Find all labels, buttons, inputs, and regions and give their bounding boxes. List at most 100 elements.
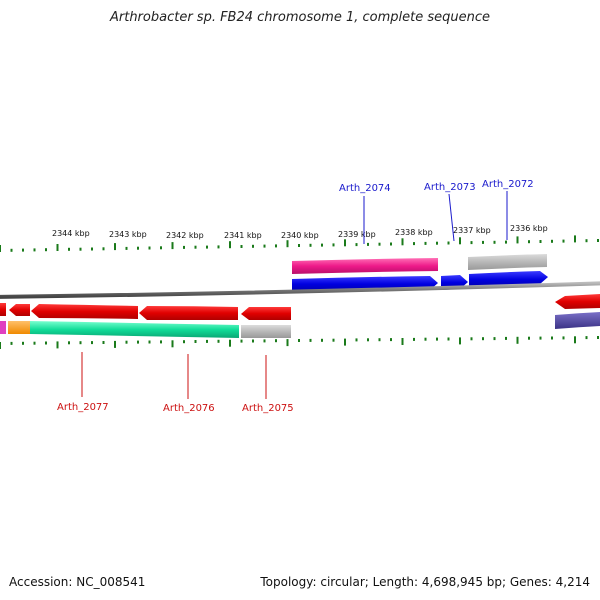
minor-tick <box>482 337 484 341</box>
minor-tick <box>413 242 415 246</box>
scale-label-2344: 2344 kbp <box>52 229 90 238</box>
gene-label-arth-2075[interactable]: Arth_2075 <box>242 403 294 414</box>
major-tick <box>344 338 346 346</box>
scale-label-2342: 2342 kbp <box>166 231 204 240</box>
minor-tick <box>91 341 93 345</box>
leader-line-2073 <box>448 193 455 242</box>
chromosome-backbone <box>0 281 600 299</box>
gene-feature-gray-top[interactable] <box>468 254 547 270</box>
gene-feature-purple-right[interactable] <box>555 312 600 329</box>
minor-tick <box>493 240 496 244</box>
minor-tick <box>355 243 358 247</box>
minor-tick <box>528 336 530 340</box>
minor-tick <box>79 341 82 345</box>
major-tick <box>0 342 1 349</box>
scale-label-2339: 2339 kbp <box>338 230 376 239</box>
major-tick <box>114 243 116 251</box>
minor-tick <box>206 339 208 343</box>
minor-tick <box>332 338 335 342</box>
minor-tick <box>206 245 208 249</box>
minor-tick <box>424 241 427 245</box>
major-tick <box>574 235 576 243</box>
minor-tick <box>597 239 599 242</box>
minor-tick <box>160 340 162 344</box>
minor-tick <box>413 337 415 341</box>
scale-label-2337: 2337 kbp <box>453 226 491 235</box>
minor-tick <box>447 241 450 245</box>
minor-tick <box>275 244 277 248</box>
minor-tick <box>585 239 588 243</box>
minor-tick <box>493 337 496 341</box>
gene-feature-green[interactable] <box>30 321 239 338</box>
minor-tick <box>551 336 553 340</box>
gene-label-arth-2073[interactable]: Arth_2073 <box>424 182 476 193</box>
gene-feature-pink[interactable] <box>292 258 438 274</box>
scale-label-2341: 2341 kbp <box>224 231 262 240</box>
major-tick <box>56 244 59 251</box>
minor-tick <box>263 244 266 248</box>
major-tick <box>56 341 59 349</box>
minor-tick <box>436 241 438 245</box>
minor-tick <box>252 339 254 343</box>
gene-feature-orange[interactable] <box>8 321 30 334</box>
gene-feature-red-5[interactable] <box>241 307 291 320</box>
minor-tick <box>321 338 323 342</box>
minor-tick <box>217 245 220 249</box>
minor-tick <box>137 340 139 344</box>
minor-tick <box>102 341 105 344</box>
minor-tick <box>217 339 220 343</box>
major-tick <box>401 338 404 345</box>
minor-tick <box>447 337 450 341</box>
scale-labels: 2344 kbp 2343 kbp 2342 kbp 2341 kbp 2340… <box>52 224 548 240</box>
gene-feature-gray-bottom[interactable] <box>241 325 291 338</box>
lower-scale-ticks <box>0 336 599 349</box>
major-tick <box>171 242 174 250</box>
minor-tick <box>539 240 542 243</box>
minor-tick <box>309 338 312 342</box>
gene-feature-red-right[interactable] <box>555 294 600 309</box>
minor-tick <box>68 341 70 345</box>
gene-label-arth-2076[interactable]: Arth_2076 <box>163 403 215 414</box>
minor-tick <box>125 340 128 344</box>
minor-tick <box>355 338 358 342</box>
reverse-features <box>0 303 600 338</box>
major-tick <box>574 336 576 344</box>
gene-feature-magenta-left[interactable] <box>0 321 6 334</box>
major-tick <box>229 241 231 249</box>
minor-tick <box>390 338 392 342</box>
minor-tick <box>240 339 243 343</box>
gene-label-arth-2077[interactable]: Arth_2077 <box>57 402 109 413</box>
minor-tick <box>252 244 254 248</box>
minor-tick <box>390 242 392 246</box>
minor-tick <box>539 336 542 340</box>
minor-tick <box>263 339 266 343</box>
gene-feature-red-3[interactable] <box>31 304 138 319</box>
accession-text: Accession: NC_008541 <box>9 575 146 589</box>
major-tick <box>516 236 519 244</box>
minor-tick <box>585 336 588 340</box>
minor-tick <box>68 247 70 251</box>
minor-tick <box>378 338 381 342</box>
gene-label-arth-2072[interactable]: Arth_2072 <box>482 179 534 190</box>
gene-feature-red-2[interactable] <box>9 304 30 316</box>
gene-feature-red-1[interactable] <box>0 303 6 316</box>
minor-tick <box>367 338 369 342</box>
scale-label-2336: 2336 kbp <box>510 224 548 233</box>
map-title: Arthrobacter sp. FB24 chromosome 1, comp… <box>109 10 491 25</box>
minor-tick <box>137 246 139 250</box>
major-tick <box>286 339 289 347</box>
major-tick <box>229 339 231 347</box>
minor-tick <box>79 247 82 251</box>
minor-tick <box>22 341 24 345</box>
bottom-gene-labels: Arth_2077 Arth_2076 Arth_2075 <box>57 352 294 414</box>
minor-tick <box>240 245 243 248</box>
minor-tick <box>10 341 13 345</box>
gene-feature-red-4[interactable] <box>139 306 238 320</box>
minor-tick <box>10 248 13 252</box>
scale-label-2338: 2338 kbp <box>395 228 433 237</box>
minor-tick <box>321 243 323 247</box>
minor-tick <box>33 341 36 345</box>
minor-tick <box>505 240 507 244</box>
gene-label-arth-2074[interactable]: Arth_2074 <box>339 183 391 194</box>
minor-tick <box>102 247 105 251</box>
